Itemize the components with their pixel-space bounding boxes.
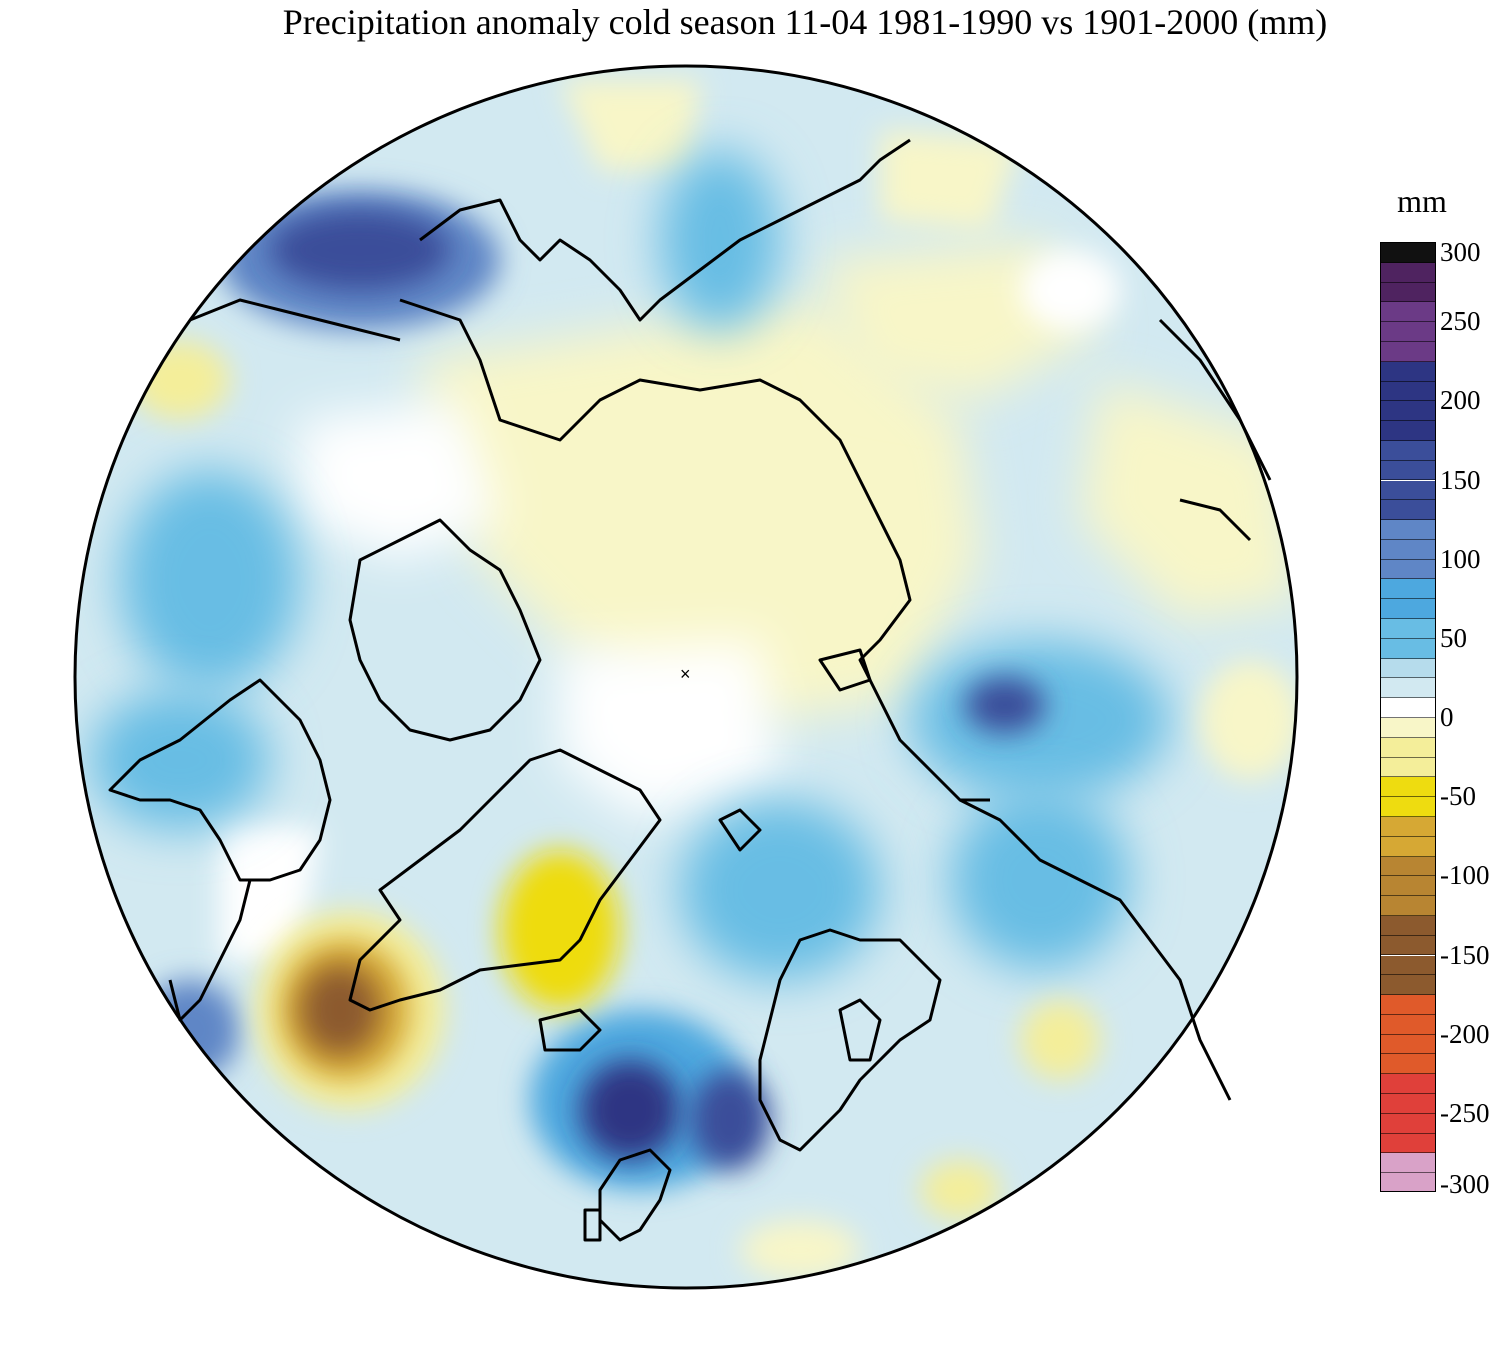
colorbar-band xyxy=(1381,1113,1435,1134)
colorbar-band xyxy=(1381,737,1435,758)
colorbar-band xyxy=(1381,559,1435,580)
colorbar-band xyxy=(1381,361,1435,382)
colorbar-band xyxy=(1381,797,1435,817)
colorbar-band xyxy=(1381,1133,1435,1154)
colorbar-tick-label: 100 xyxy=(1440,543,1481,574)
colorbar-band xyxy=(1381,816,1435,837)
colorbar-band xyxy=(1381,856,1435,877)
colorbar-band xyxy=(1381,480,1435,501)
colorbar-band xyxy=(1381,1034,1435,1055)
colorbar-band xyxy=(1381,718,1435,738)
colorbar-tick-label: -250 xyxy=(1440,1097,1490,1128)
map-boundary xyxy=(73,64,1299,1290)
colorbar-band xyxy=(1381,876,1435,897)
colorbar xyxy=(1380,242,1436,1192)
colorbar-tick-label: -200 xyxy=(1440,1018,1490,1049)
colorbar-band xyxy=(1381,619,1435,639)
colorbar-band xyxy=(1381,836,1435,857)
colorbar-band xyxy=(1381,1173,1435,1191)
colorbar-band xyxy=(1381,698,1435,718)
colorbar-band xyxy=(1381,638,1435,659)
colorbar-band xyxy=(1381,500,1435,521)
colorbar-band xyxy=(1381,262,1435,283)
colorbar-band xyxy=(1381,915,1435,936)
colorbar-band xyxy=(1381,955,1435,976)
colorbar-tick-label: -50 xyxy=(1440,781,1476,812)
colorbar-band xyxy=(1381,1094,1435,1114)
colorbar-band xyxy=(1381,520,1435,540)
colorbar-band xyxy=(1381,1153,1435,1174)
map-title: Precipitation anomaly cold season 11-04 … xyxy=(282,2,1328,42)
colorbar-band xyxy=(1381,401,1435,422)
colorbar-band xyxy=(1381,243,1435,263)
colorbar-band xyxy=(1381,678,1435,699)
colorbar-band xyxy=(1381,282,1435,303)
colorbar-band xyxy=(1381,975,1435,996)
colorbar-band xyxy=(1381,1014,1435,1035)
colorbar-band xyxy=(1381,777,1435,798)
colorbar-band xyxy=(1381,599,1435,620)
colorbar-band xyxy=(1381,995,1435,1015)
colorbar-tick-label: 200 xyxy=(1440,385,1481,416)
colorbar-tick-label: 300 xyxy=(1440,237,1481,267)
colorbar-band xyxy=(1381,757,1435,778)
coastlines xyxy=(108,138,1272,1242)
colorbar-band xyxy=(1381,579,1435,600)
colorbar-band xyxy=(1381,421,1435,441)
colorbar-band xyxy=(1381,896,1435,916)
colorbar-band xyxy=(1381,302,1435,323)
north-pole-marker: × xyxy=(680,664,691,684)
colorbar-band xyxy=(1381,322,1435,342)
colorbar-band xyxy=(1381,381,1435,402)
colorbar-band xyxy=(1381,935,1435,956)
anomaly-field xyxy=(75,66,1297,1288)
colorbar-band xyxy=(1381,341,1435,362)
colorbar-tick-label: -150 xyxy=(1440,939,1490,970)
colorbar-tick-label: 250 xyxy=(1440,306,1481,337)
colorbar-band xyxy=(1381,658,1435,679)
colorbar-band xyxy=(1381,539,1435,560)
colorbar-tick-label: -300 xyxy=(1440,1169,1490,1199)
colorbar-band xyxy=(1381,440,1435,461)
colorbar-tick-label: -100 xyxy=(1440,860,1490,891)
colorbar-band xyxy=(1381,1074,1435,1095)
colorbar-unit: mm xyxy=(1397,183,1447,219)
colorbar-tick-label: 150 xyxy=(1440,464,1481,495)
colorbar-band xyxy=(1381,460,1435,481)
colorbar-band xyxy=(1381,1054,1435,1075)
colorbar-tick-label: 0 xyxy=(1440,702,1454,732)
colorbar-tick-label: 50 xyxy=(1440,622,1467,653)
